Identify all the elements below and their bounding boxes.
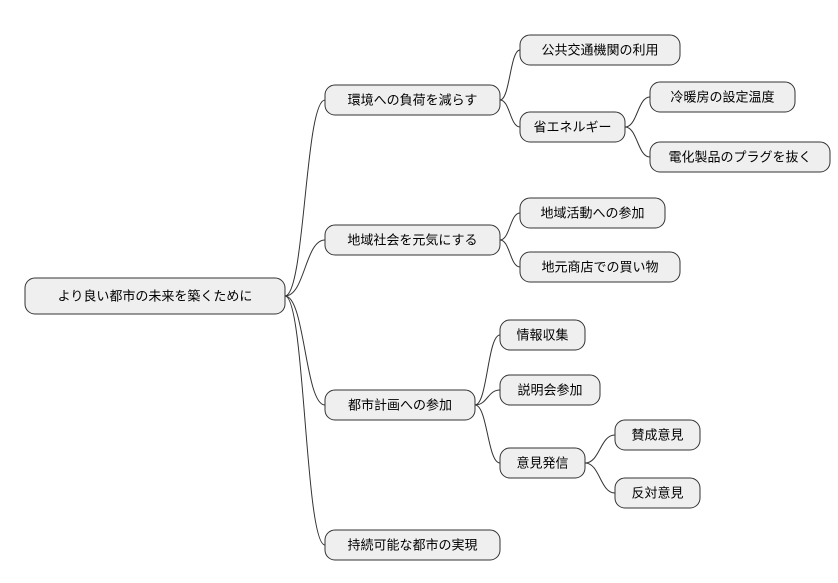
edge-energy-plug	[625, 127, 650, 157]
node-label-pubtrans: 公共交通機関の利用	[541, 42, 658, 57]
node-label-opinion: 意見発信	[516, 455, 568, 470]
node-energy: 省エネルギー	[520, 112, 625, 142]
edge-env-energy	[500, 100, 520, 127]
node-label-community: 地域社会を元気にする	[347, 232, 477, 247]
node-pubtrans: 公共交通機関の利用	[520, 35, 680, 65]
node-activity: 地域活動への参加	[520, 198, 665, 228]
node-disagree: 反対意見	[615, 478, 700, 508]
node-label-disagree: 反対意見	[631, 485, 683, 500]
node-label-plug: 電化製品のプラグを抜く	[668, 149, 811, 164]
node-label-shop: 地元商店での買い物	[541, 259, 658, 274]
node-label-meet: 説明会参加	[517, 382, 582, 397]
node-meet: 説明会参加	[500, 375, 600, 405]
edge-root-community	[285, 240, 325, 296]
edge-opinion-agree	[585, 435, 615, 463]
node-env: 環境への負荷を減らす	[325, 85, 500, 115]
node-ac: 冷暖房の設定温度	[650, 82, 795, 112]
edge-plan-opinion	[475, 405, 500, 463]
node-label-info: 情報収集	[516, 327, 568, 342]
node-plan: 都市計画への参加	[325, 390, 475, 420]
mindmap-canvas: より良い都市の未来を築くために 環境への負荷を減らす 公共交通機関の利用省エネルギー…	[0, 0, 838, 583]
node-label-ac: 冷暖房の設定温度	[670, 89, 774, 104]
node-root: より良い都市の未来を築くために	[25, 278, 285, 314]
node-label-sustain: 持続可能な都市の実現	[347, 537, 477, 552]
edge-community-activity	[500, 213, 520, 240]
node-plug: 電化製品のプラグを抜く	[650, 142, 830, 172]
node-opinion: 意見発信	[500, 448, 585, 478]
node-label-plan: 都市計画への参加	[348, 397, 452, 412]
node-agree: 賛成意見	[615, 420, 700, 450]
edge-root-sustain	[285, 296, 325, 545]
node-sustain: 持続可能な都市の実現	[325, 530, 500, 560]
node-label-activity: 地域活動への参加	[540, 205, 644, 220]
edge-opinion-disagree	[585, 463, 615, 493]
node-label-env: 環境への負荷を減らす	[348, 92, 478, 107]
node-community: 地域社会を元気にする	[325, 225, 500, 255]
edge-root-plan	[285, 296, 325, 405]
node-info: 情報収集	[500, 320, 585, 350]
node-label-root: より良い都市の未来を築くために	[58, 288, 253, 303]
node-label-energy: 省エネルギー	[533, 119, 611, 134]
edge-energy-ac	[625, 97, 650, 127]
edge-community-shop	[500, 240, 520, 267]
node-shop: 地元商店での買い物	[520, 252, 680, 282]
edge-env-pubtrans	[500, 50, 520, 100]
edge-plan-info	[475, 335, 500, 405]
node-label-agree: 賛成意見	[631, 427, 683, 442]
